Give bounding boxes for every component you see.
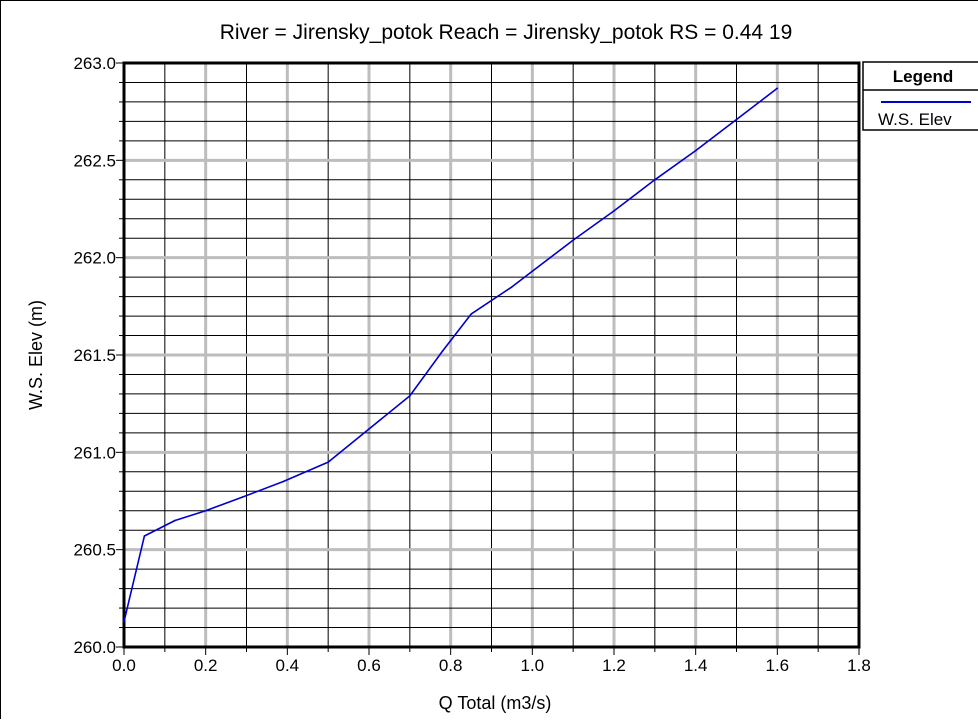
x-tick-label: 1.0 bbox=[521, 656, 545, 675]
data-point bbox=[123, 620, 125, 623]
y-axis-label: W.S. Elev (m) bbox=[26, 300, 46, 410]
data-point bbox=[776, 87, 779, 90]
y-tick-label: 262.5 bbox=[73, 151, 116, 170]
data-point bbox=[409, 395, 411, 397]
data-point bbox=[470, 313, 472, 315]
data-point bbox=[204, 509, 207, 512]
y-tick-label: 262.0 bbox=[73, 249, 116, 268]
x-tick-label: 1.6 bbox=[766, 656, 790, 675]
data-point bbox=[282, 480, 285, 483]
legend-box bbox=[862, 61, 978, 131]
legend: Legend W.S. Elev bbox=[862, 61, 978, 131]
y-tick-label: 260.5 bbox=[73, 541, 116, 560]
data-point bbox=[735, 118, 738, 121]
chart-title: River = Jirensky_potok Reach = Jirensky_… bbox=[220, 21, 793, 44]
data-point bbox=[368, 428, 370, 430]
series-layer bbox=[123, 87, 779, 623]
data-point bbox=[143, 535, 146, 537]
legend-entry-ws-elev: W.S. Elev bbox=[878, 110, 952, 129]
x-tick-label: 1.4 bbox=[684, 656, 708, 675]
x-axis-label: Q Total (m3/s) bbox=[439, 693, 552, 713]
data-point bbox=[327, 461, 329, 463]
tick-marks bbox=[116, 62, 860, 655]
y-tick-label: 263.0 bbox=[73, 54, 116, 73]
data-point bbox=[694, 149, 697, 152]
x-tick-label: 1.8 bbox=[847, 656, 871, 675]
x-axis-ticks: 0.0 0.2 0.4 0.6 0.8 1.0 1.2 1.4 1.6 1.8 bbox=[112, 656, 871, 675]
legend-title: Legend bbox=[893, 67, 953, 86]
plot-area-border bbox=[122, 61, 861, 649]
data-point bbox=[572, 239, 574, 241]
x-tick-label: 0.0 bbox=[112, 656, 136, 675]
y-tick-label: 261.0 bbox=[73, 443, 116, 462]
y-tick-label: 260.0 bbox=[73, 638, 116, 657]
data-point bbox=[174, 519, 176, 522]
data-point bbox=[613, 210, 615, 212]
data-point bbox=[531, 270, 534, 273]
x-tick-label: 0.4 bbox=[276, 656, 300, 675]
y-axis-ticks: 260.0 260.5 261.0 261.5 262.0 262.5 263.0 bbox=[73, 54, 116, 657]
data-point bbox=[441, 350, 444, 352]
y-tick-label: 261.5 bbox=[73, 346, 116, 365]
data-point bbox=[241, 496, 244, 498]
data-point bbox=[654, 179, 656, 181]
x-tick-label: 0.8 bbox=[439, 656, 463, 675]
x-tick-label: 1.2 bbox=[602, 656, 626, 675]
x-tick-label: 0.2 bbox=[194, 656, 218, 675]
x-tick-label: 0.6 bbox=[357, 656, 381, 675]
grid-lines bbox=[122, 61, 861, 649]
data-point bbox=[511, 286, 513, 288]
